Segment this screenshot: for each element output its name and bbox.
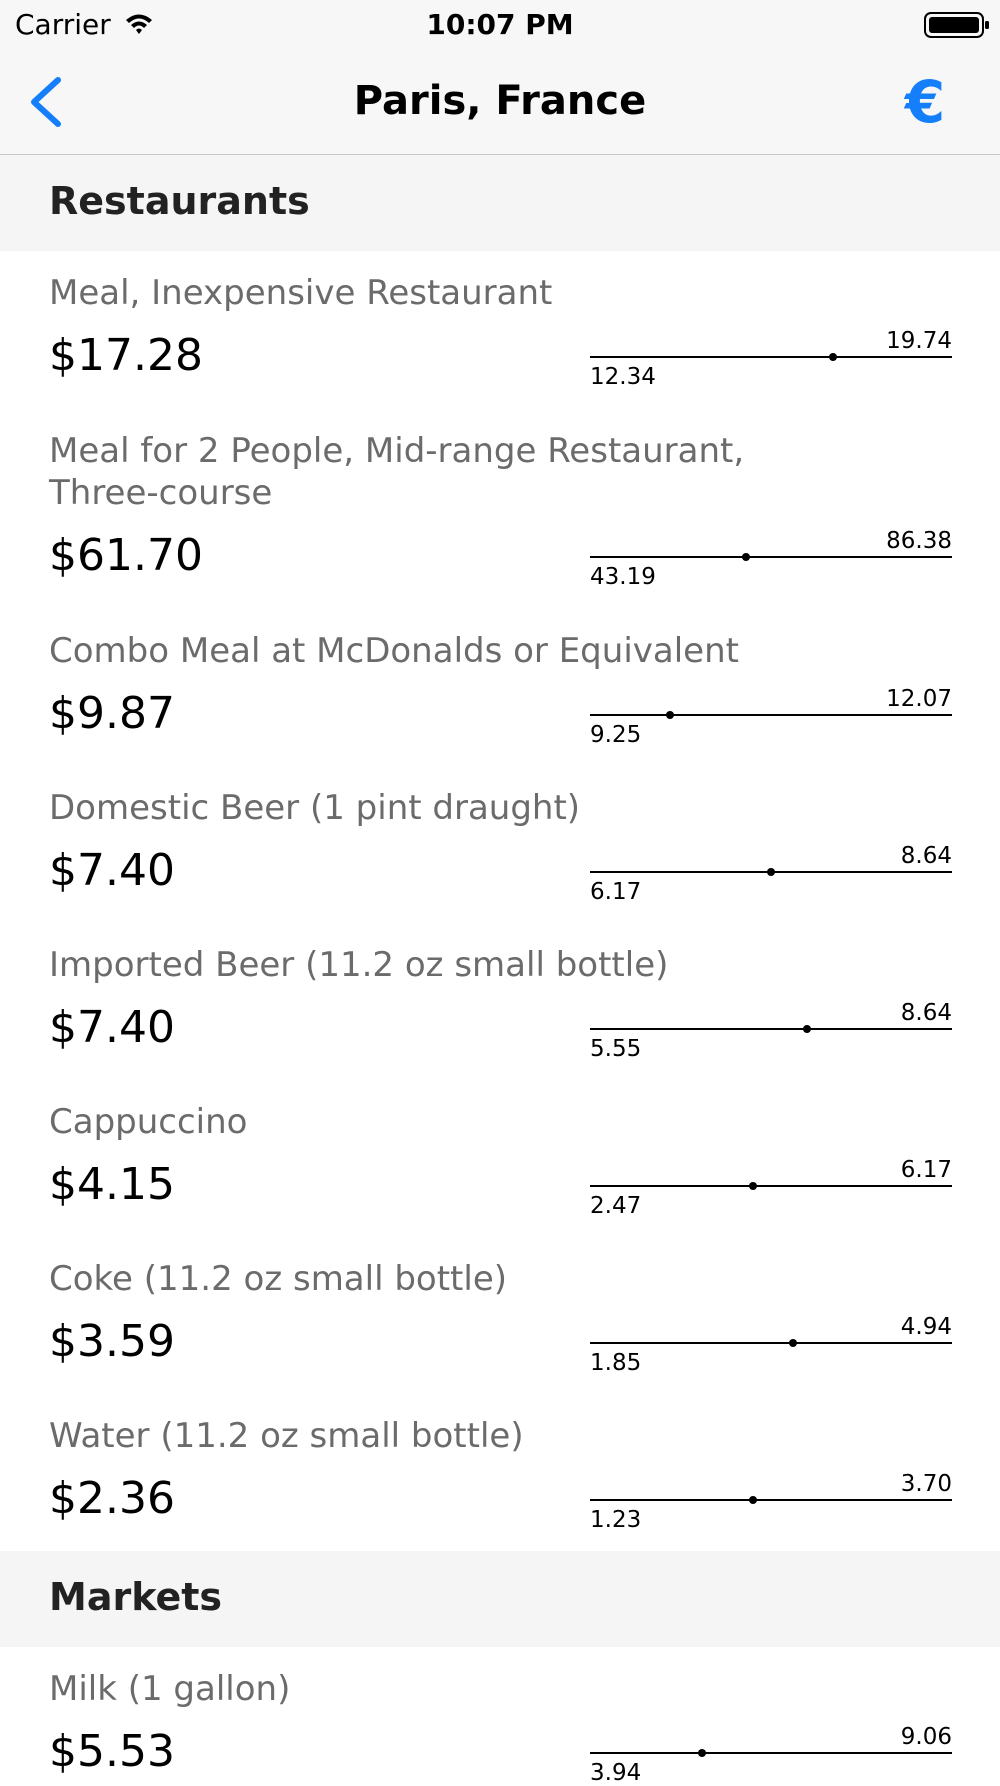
price-range: 19.74 12.34 — [590, 328, 952, 390]
range-marker — [698, 1749, 707, 1757]
range-max: 8.64 — [900, 1000, 952, 1026]
range-min: 2.47 — [590, 1193, 642, 1219]
range-max: 8.64 — [900, 843, 952, 869]
price-range: 6.17 2.47 — [590, 1157, 952, 1219]
item-name: Coke (11.2 oz small bottle) — [49, 1259, 508, 1299]
item-price: $5.53 — [49, 1726, 175, 1777]
price-range: 4.94 1.85 — [590, 1314, 952, 1376]
range-line — [590, 1499, 952, 1501]
range-marker — [665, 711, 674, 719]
item-name: Meal, Inexpensive Restaurant — [49, 273, 553, 313]
currency-button[interactable]: € — [904, 68, 946, 136]
price-range: 86.38 43.19 — [590, 528, 952, 590]
item-price: $7.40 — [49, 1002, 175, 1053]
price-range: 9.06 3.94 — [590, 1724, 952, 1786]
range-min: 1.85 — [590, 1350, 642, 1376]
range-max: 3.70 — [900, 1471, 952, 1497]
item-price: $3.59 — [49, 1316, 175, 1367]
range-min: 1.23 — [590, 1507, 642, 1533]
page-title: Paris, France — [353, 78, 647, 124]
item-name: Water (11.2 oz small bottle) — [49, 1416, 524, 1456]
item-name: Imported Beer (11.2 oz small bottle) — [49, 945, 669, 985]
item-price: $7.40 — [49, 845, 175, 896]
price-range: 8.64 5.55 — [590, 1000, 952, 1062]
item-name: Cappuccino — [49, 1102, 248, 1142]
range-max: 86.38 — [886, 528, 952, 554]
section-header-restaurants: Restaurants — [0, 155, 1000, 251]
price-range: 8.64 6.17 — [590, 843, 952, 905]
range-line — [590, 1028, 952, 1030]
item-price: $2.36 — [49, 1473, 175, 1524]
range-marker — [788, 1339, 797, 1347]
top-bar: Carrier 10:07 PM Paris, France € — [0, 0, 1000, 155]
range-max: 6.17 — [900, 1157, 952, 1183]
range-marker — [748, 1496, 757, 1504]
battery-icon — [924, 12, 989, 38]
range-line — [590, 356, 952, 358]
range-min: 43.19 — [590, 564, 656, 590]
item-name: Combo Meal at McDonalds or Equivalent — [49, 631, 739, 671]
range-line — [590, 1185, 952, 1187]
price-range: 3.70 1.23 — [590, 1471, 952, 1533]
range-line — [590, 1752, 952, 1754]
range-min: 12.34 — [590, 364, 656, 390]
item-price: $17.28 — [49, 330, 203, 381]
range-line — [590, 714, 952, 716]
wifi-icon — [126, 14, 152, 34]
section-header-markets: Markets — [0, 1551, 1000, 1647]
item-price: $9.87 — [49, 688, 175, 739]
range-max: 12.07 — [886, 686, 952, 712]
range-min: 9.25 — [590, 722, 642, 748]
range-marker — [748, 1182, 757, 1190]
status-bar: Carrier 10:07 PM — [0, 0, 1000, 50]
range-max: 9.06 — [900, 1724, 952, 1750]
range-marker — [767, 868, 775, 876]
range-line — [590, 1342, 952, 1344]
item-name: Domestic Beer (1 pint draught) — [49, 788, 581, 828]
range-max: 4.94 — [900, 1314, 952, 1340]
item-name: Milk (1 gallon) — [49, 1669, 291, 1709]
price-range: 12.07 9.25 — [590, 686, 952, 748]
range-marker — [828, 353, 837, 361]
item-price: $4.15 — [49, 1159, 175, 1210]
range-max: 19.74 — [886, 328, 952, 354]
range-marker — [741, 553, 750, 561]
navigation-bar: Paris, France € — [0, 50, 1000, 154]
range-min: 5.55 — [590, 1036, 642, 1062]
range-min: 6.17 — [590, 879, 642, 905]
status-time: 10:07 PM — [426, 8, 574, 41]
item-price: $61.70 — [49, 530, 203, 581]
range-marker — [803, 1025, 812, 1033]
carrier-label: Carrier — [15, 8, 111, 41]
range-min: 3.94 — [590, 1760, 642, 1786]
section-title: Markets — [49, 1575, 223, 1619]
range-line — [590, 556, 952, 558]
section-title: Restaurants — [49, 179, 310, 223]
back-button[interactable] — [22, 72, 72, 132]
item-name: Meal for 2 People, Mid-range Restaurant,… — [49, 431, 745, 513]
